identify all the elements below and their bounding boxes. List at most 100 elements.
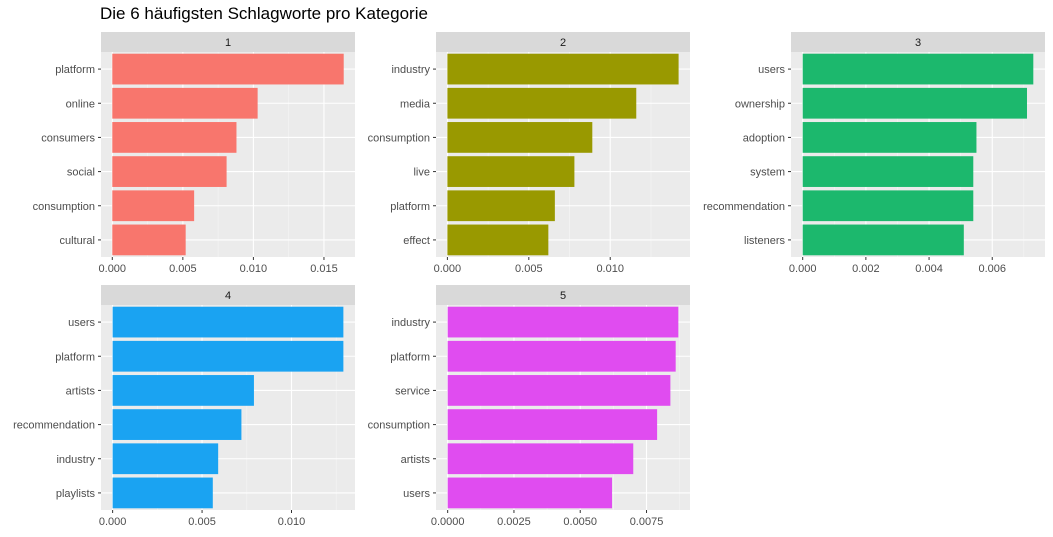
- y-tick-label: effect: [403, 235, 430, 247]
- bar-artists: [112, 375, 254, 406]
- bar-consumption: [447, 409, 658, 440]
- panel-background: [791, 52, 1045, 257]
- bar-industry: [112, 443, 219, 475]
- bar-effect: [447, 224, 549, 256]
- x-tick-label: 0.0025: [497, 516, 531, 528]
- bar-ownership: [802, 87, 1027, 119]
- y-tick-label: live: [413, 167, 430, 179]
- y-tick-label: platform: [390, 351, 430, 363]
- bar-consumers: [112, 122, 237, 153]
- y-tick-label: users: [758, 64, 785, 76]
- x-tick-label: 0.000: [99, 516, 127, 528]
- bar-users: [112, 306, 344, 338]
- facet-panel-1: 1 platform online consumers social consumptio…: [33, 32, 355, 275]
- y-tick-label: artists: [66, 385, 96, 397]
- facet-strip: [101, 285, 355, 305]
- x-tick-label: 0.0050: [563, 516, 597, 528]
- y-tick-label: adoption: [743, 132, 785, 144]
- facet-strip: [436, 32, 690, 52]
- x-tick-label: 0.000: [789, 263, 817, 275]
- bar-media: [447, 87, 637, 119]
- x-tick-label: 0.000: [99, 263, 127, 275]
- bar-platform: [447, 190, 555, 222]
- bar-users: [802, 53, 1034, 85]
- y-tick-label: consumption: [368, 132, 430, 144]
- y-tick-label: users: [403, 488, 430, 500]
- bar-cultural: [112, 224, 186, 256]
- panel-background: [436, 305, 690, 510]
- panel-background: [101, 305, 355, 510]
- bar-live: [447, 156, 575, 187]
- bar-recommendation: [802, 190, 974, 222]
- x-tick-label: 0.005: [169, 263, 197, 275]
- x-tick-label: 0.010: [596, 263, 624, 275]
- bar-consumption: [447, 122, 593, 153]
- facet-strip: [436, 285, 690, 305]
- panel-background: [101, 52, 355, 257]
- bar-adoption: [802, 122, 977, 153]
- x-tick-label: 0.000: [434, 263, 462, 275]
- bar-online: [112, 87, 258, 119]
- bar-artists: [447, 443, 634, 475]
- bar-listeners: [802, 224, 964, 256]
- bar-platform: [447, 340, 676, 372]
- x-tick-label: 0.005: [515, 263, 543, 275]
- bar-playlists: [112, 477, 213, 509]
- y-tick-label: artists: [401, 454, 431, 466]
- bar-platform: [112, 53, 344, 85]
- y-tick-label: industry: [391, 64, 430, 76]
- x-tick-label: 0.002: [852, 263, 880, 275]
- bar-industry: [447, 306, 679, 338]
- x-tick-label: 0.015: [310, 263, 338, 275]
- facet-strip-label: 3: [915, 37, 921, 49]
- chart-title: Die 6 häufigsten Schlagworte pro Kategor…: [100, 4, 428, 23]
- x-tick-label: 0.0075: [630, 516, 664, 528]
- y-tick-label: industry: [56, 454, 95, 466]
- facet-panel-3: 3 users ownership adoption system recommendat…: [703, 32, 1045, 275]
- y-tick-label: platform: [55, 351, 95, 363]
- y-tick-label: users: [68, 317, 95, 329]
- y-tick-label: cultural: [60, 235, 95, 247]
- bar-system: [802, 156, 974, 187]
- x-tick-label: 0.0000: [431, 516, 465, 528]
- y-tick-label: industry: [391, 317, 430, 329]
- facet-strip: [791, 32, 1045, 52]
- facet-strip: [101, 32, 355, 52]
- y-tick-label: playlists: [56, 488, 96, 500]
- x-tick-label: 0.010: [278, 516, 306, 528]
- bar-users: [447, 477, 613, 509]
- panel-background: [436, 52, 690, 257]
- y-tick-label: consumers: [41, 132, 95, 144]
- bar-consumption: [112, 190, 195, 222]
- y-tick-label: social: [67, 167, 95, 179]
- y-tick-label: platform: [390, 201, 430, 213]
- x-tick-label: 0.005: [188, 516, 216, 528]
- y-tick-label: ownership: [735, 98, 785, 110]
- y-tick-label: platform: [55, 64, 95, 76]
- x-tick-label: 0.006: [978, 263, 1006, 275]
- facet-panel-5: 5 industry platform service consumption artis…: [368, 285, 690, 528]
- y-tick-label: online: [66, 98, 95, 110]
- bar-platform: [112, 340, 344, 372]
- x-tick-label: 0.010: [240, 263, 268, 275]
- y-tick-label: service: [395, 385, 430, 397]
- bar-industry: [447, 53, 679, 85]
- y-tick-label: listeners: [744, 235, 785, 247]
- bar-social: [112, 156, 227, 187]
- x-tick-label: 0.004: [915, 263, 943, 275]
- facet-strip-label: 1: [225, 37, 231, 49]
- bar-recommendation: [112, 409, 242, 440]
- facet-panel-4: 4 users platform artists recommendation indus…: [13, 285, 355, 528]
- y-tick-label: recommendation: [13, 420, 95, 432]
- facet-panel-2: 2 industry media consumption live platform eff…: [368, 32, 690, 275]
- y-tick-label: consumption: [368, 420, 430, 432]
- y-tick-label: consumption: [33, 201, 95, 213]
- facet-strip-label: 5: [560, 290, 566, 302]
- y-tick-label: system: [750, 167, 785, 179]
- y-tick-label: media: [400, 98, 431, 110]
- bar-service: [447, 375, 671, 406]
- y-tick-label: recommendation: [703, 201, 785, 213]
- facet-strip-label: 2: [560, 37, 566, 49]
